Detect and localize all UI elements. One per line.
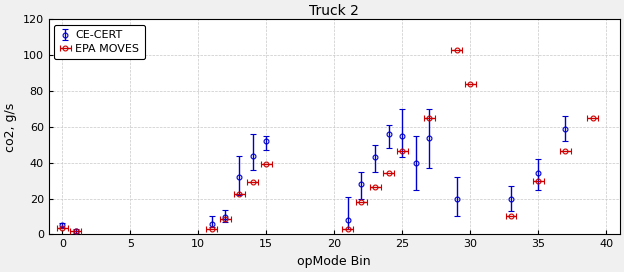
Y-axis label: co2, g/s: co2, g/s	[4, 102, 17, 152]
Legend: CE-CERT, EPA MOVES: CE-CERT, EPA MOVES	[54, 25, 145, 59]
X-axis label: opMode Bin: opMode Bin	[298, 255, 371, 268]
Title: Truck 2: Truck 2	[310, 4, 359, 18]
